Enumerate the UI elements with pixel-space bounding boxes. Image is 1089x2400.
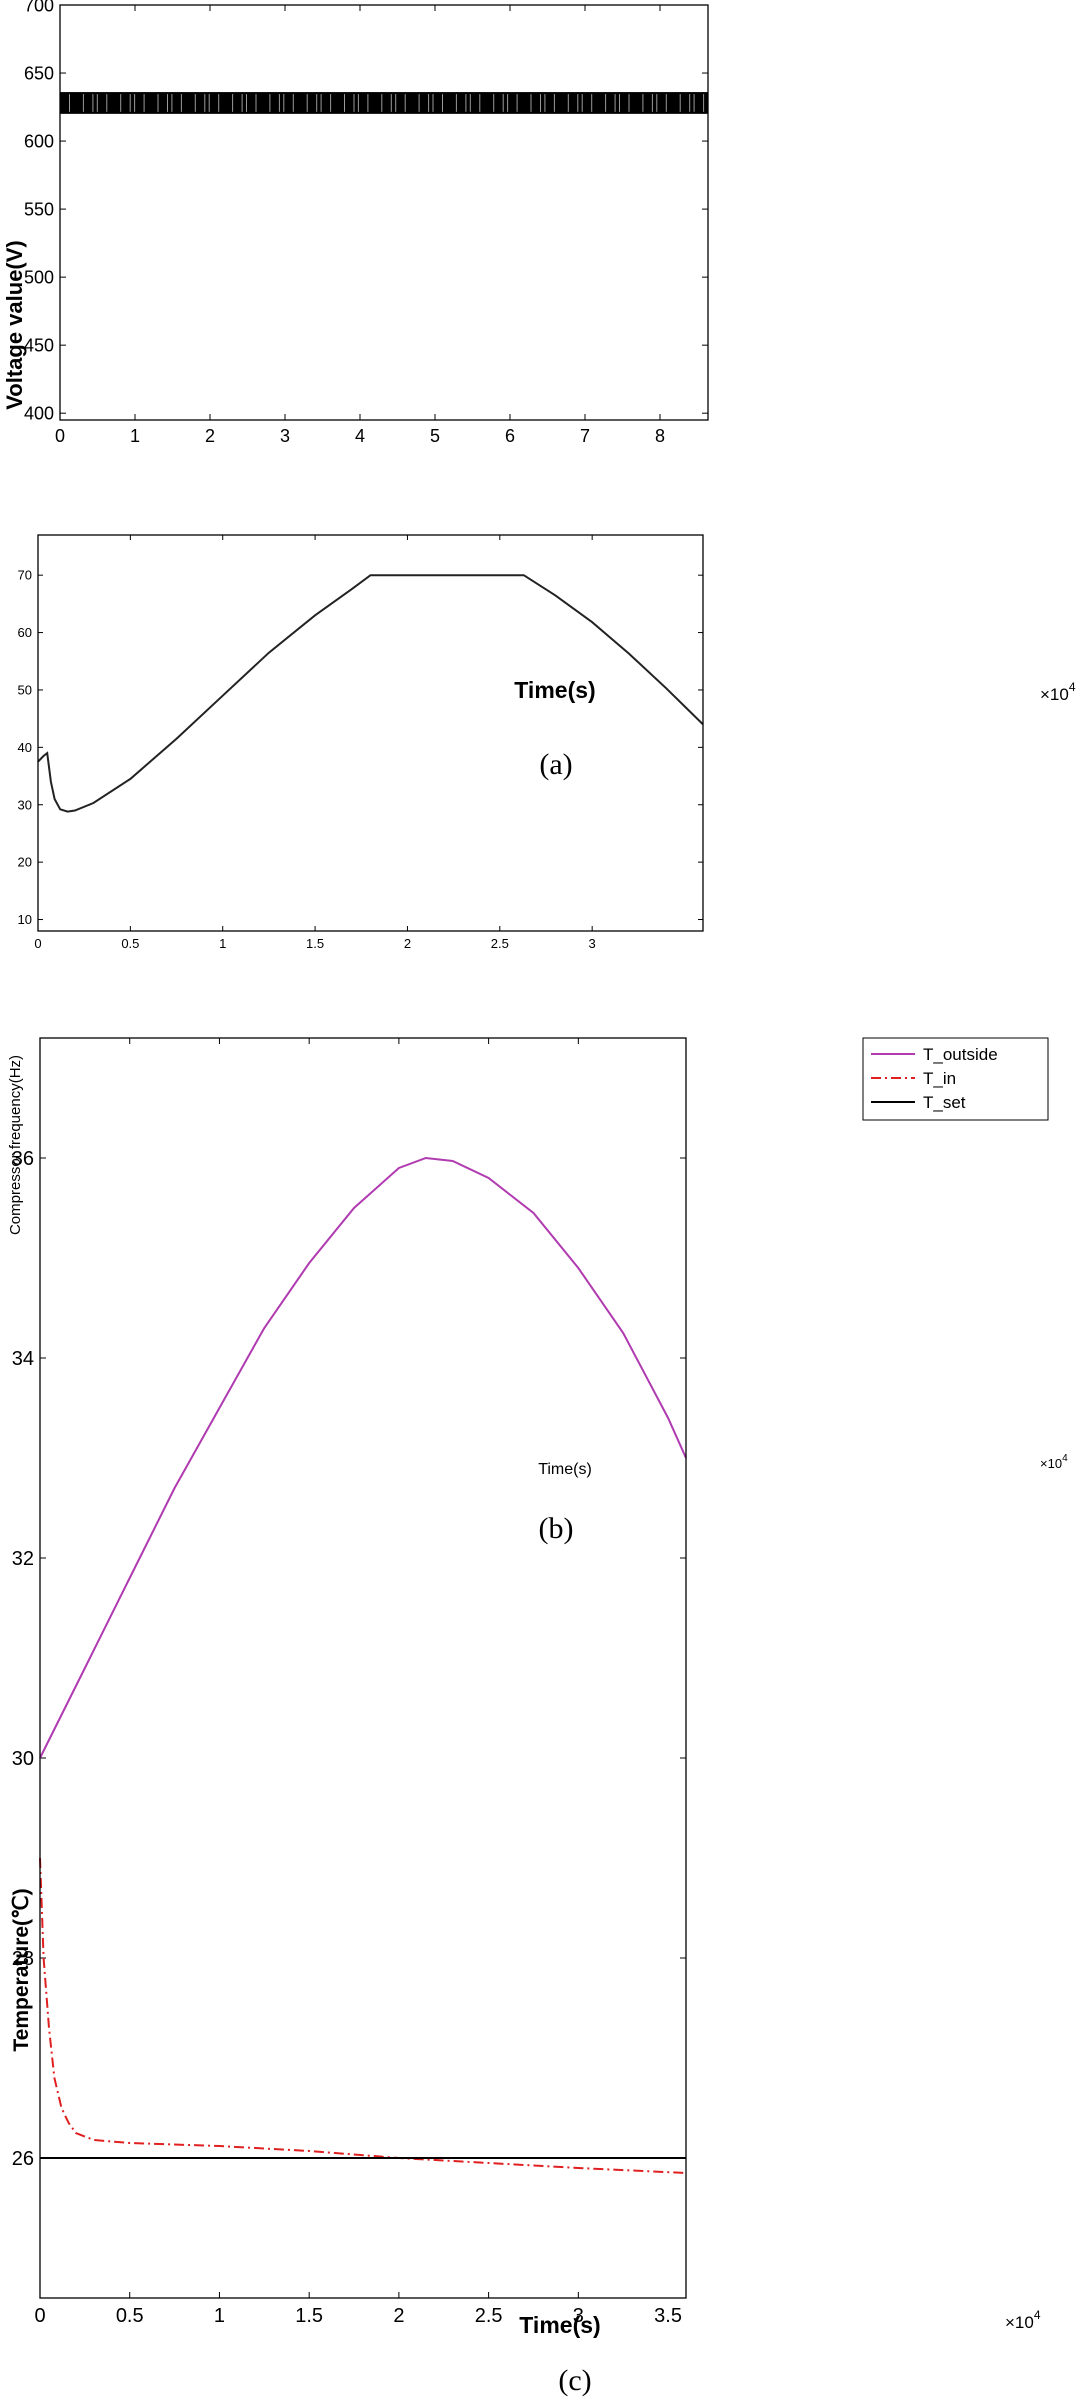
y-tick-label: 34 — [12, 1348, 34, 1370]
x-tick-label: 3.5 — [654, 2305, 682, 2327]
y-tick-label: 50 — [18, 683, 32, 698]
panel-c-legend: T_outside T_in T_set — [862, 1037, 1049, 1121]
x-tick-label: 2.5 — [491, 936, 509, 951]
series-line-t-in — [39, 1857, 687, 2174]
y-tick-label: 400 — [24, 403, 54, 423]
panel-c-xlabel: Time(s) — [519, 2312, 600, 2338]
panel-b-caption: (b) — [539, 1512, 574, 1545]
panel-a-xlabel: Time(s) — [514, 677, 595, 703]
x-tick-label: 4 — [355, 426, 365, 446]
x-tick-label: 3 — [589, 936, 596, 951]
x-tick-label: 2 — [404, 936, 411, 951]
y-tick-label: 32 — [12, 1548, 34, 1570]
y-tick-label: 20 — [18, 855, 32, 870]
x-tick-label: 2.5 — [475, 2305, 503, 2327]
y-tick-label: 650 — [24, 63, 54, 83]
x-tick-label: 2 — [393, 2305, 404, 2327]
y-tick-label: 30 — [18, 797, 32, 812]
y-tick-label: 60 — [18, 625, 32, 640]
y-tick-label: 500 — [24, 267, 54, 287]
panel-a-x-multiplier: ×104 — [1040, 680, 1076, 704]
x-tick-label: 1 — [219, 936, 226, 951]
x-tick-label: 0 — [55, 426, 65, 446]
x-tick-label: 0 — [34, 936, 41, 951]
x-tick-label: 0.5 — [116, 2305, 144, 2327]
voltage-band — [60, 92, 708, 114]
frequency-line — [37, 574, 704, 813]
x-tick-label: 5 — [430, 426, 440, 446]
panel-c-temperature-chart: 0 0.5 1 1.5 2 2.5 3 3.5 26 28 30 32 34 36 Temperature… — [10, 1037, 1049, 2397]
legend-label: T_outside — [923, 1045, 998, 1064]
y-tick-label: 36 — [12, 1148, 34, 1170]
plot-frame — [59, 4, 709, 421]
panel-b-xlabel: Time(s) — [538, 1461, 592, 1478]
y-tick-label: 40 — [18, 740, 32, 755]
plot-frame — [37, 534, 704, 932]
x-tick-label: 3 — [573, 2305, 584, 2327]
x-tick-label: 1.5 — [295, 2305, 323, 2327]
x-tick-label: 6 — [505, 426, 515, 446]
voltage-band-texture — [59, 94, 705, 112]
panel-b-x-multiplier: ×104 — [1040, 1453, 1068, 1471]
y-tick-label: 700 — [24, 0, 54, 15]
y-tick-label: 600 — [24, 131, 54, 151]
legend-label: T_set — [923, 1093, 966, 1112]
y-tick-label: 28 — [12, 1948, 34, 1970]
y-tick-label: 30 — [12, 1748, 34, 1770]
x-tick-label: 3 — [280, 426, 290, 446]
y-tick-label: 70 — [18, 568, 32, 583]
x-tick-label: 2 — [205, 426, 215, 446]
panel-b-ylabel: Compressor frequency(Hz) — [7, 1055, 24, 1235]
x-tick-label: 1 — [130, 426, 140, 446]
panel-a-voltage-chart: 0 1 2 3 4 5 6 7 8 400 450 500 550 600 650 700 Voltage v… — [2, 0, 1076, 781]
y-tick-label: 450 — [24, 335, 54, 355]
panel-c-x-multiplier: ×104 — [1005, 2308, 1041, 2332]
legend-label: T_in — [923, 1069, 956, 1088]
panel-a-caption: (a) — [539, 748, 572, 781]
panel-b-compressor-chart: 0 0.5 1 1.5 2 2.5 3 10 20 30 40 50 60 70 Compressor f… — [7, 534, 1068, 1545]
panel-c-ylabel: Temperature(℃) — [10, 1888, 33, 2051]
x-tick-label: 8 — [655, 426, 665, 446]
y-tick-label: 10 — [18, 912, 32, 927]
series-line-t-outside — [39, 1156, 687, 1759]
x-tick-label: 0.5 — [121, 936, 139, 951]
plot-frame — [39, 1037, 687, 2299]
x-tick-label: 1.5 — [306, 936, 324, 951]
x-tick-label: 1 — [214, 2305, 225, 2327]
panel-a-ylabel: Voltage value(V) — [2, 240, 27, 410]
x-tick-label: 7 — [580, 426, 590, 446]
panel-c-caption: (c) — [558, 2364, 591, 2397]
y-tick-label: 550 — [24, 199, 54, 219]
x-tick-label: 0 — [34, 2305, 45, 2327]
y-tick-label: 26 — [12, 2148, 34, 2170]
